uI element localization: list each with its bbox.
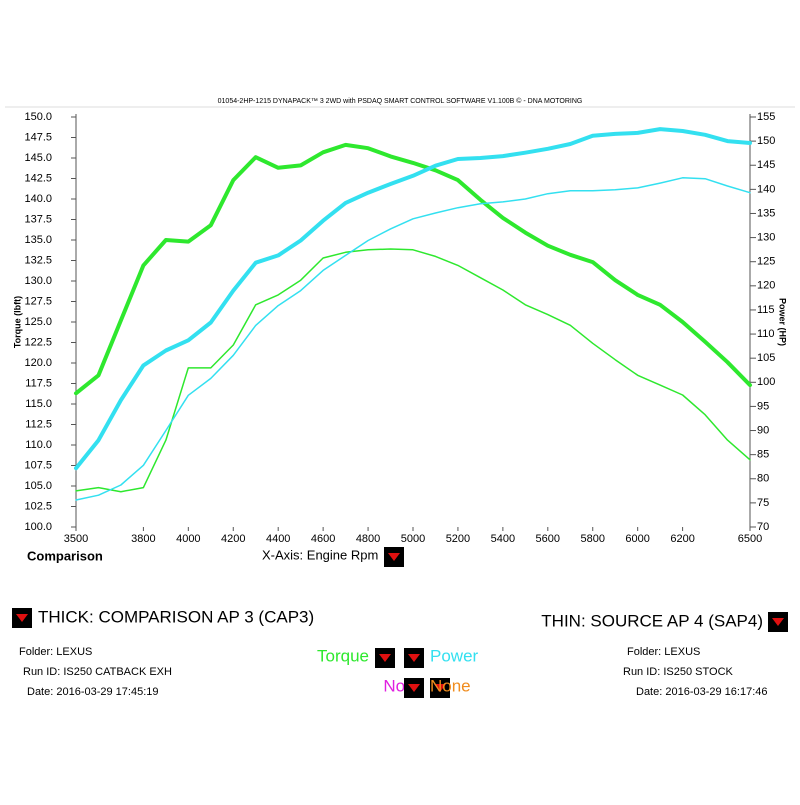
- y-tick-label: 142.5: [24, 172, 52, 184]
- y-tick-label: 100.0: [24, 521, 52, 533]
- dropdown-arrow: [408, 654, 420, 662]
- y-tick-label: 107.5: [24, 459, 52, 471]
- x-tick-label: 5800: [580, 533, 604, 545]
- x-tick-label: 3800: [131, 533, 155, 545]
- series-line: [75, 248, 751, 493]
- right-folder: Folder: LEXUS: [627, 646, 700, 658]
- x-tick-label: 4400: [266, 533, 290, 545]
- selector-label: Torque: [317, 646, 369, 665]
- selector-dropdown[interactable]: [404, 678, 424, 698]
- chart-title: 01054-2HP-1215 DYNAPACK™ 3 2WD with PSDA…: [218, 97, 583, 105]
- y-tick-label: 150.0: [24, 111, 52, 123]
- y-axis-label: Torque (lbft): [12, 296, 22, 348]
- x-tick-label: 4800: [356, 533, 380, 545]
- y-tick-label: 145.0: [24, 152, 52, 164]
- y2-tick-label: 75: [757, 497, 769, 509]
- y2-tick-label: 105: [757, 352, 775, 364]
- x-tick-label: 5000: [401, 533, 425, 545]
- y-tick-label: 137.5: [24, 213, 52, 225]
- x-axis-dropdown[interactable]: [384, 547, 404, 567]
- x-tick-label: 6500: [738, 533, 762, 545]
- x-tick-label: 4600: [311, 533, 335, 545]
- y-tick-label: 135.0: [24, 234, 52, 246]
- x-axis-label: X-Axis: Engine Rpm: [262, 547, 378, 562]
- left-folder: Folder: LEXUS: [19, 646, 92, 658]
- dropdown-arrow: [379, 654, 391, 662]
- corner-label: Comparison: [27, 548, 103, 563]
- y2-tick-label: 95: [757, 400, 769, 412]
- y2-tick-label: 115: [757, 304, 775, 316]
- y-tick-label: 102.5: [24, 500, 52, 512]
- x-tick-label: 5400: [491, 533, 515, 545]
- y2-tick-label: 80: [757, 473, 769, 485]
- selector-label: Power: [430, 646, 479, 665]
- y-tick-label: 115.0: [25, 398, 52, 410]
- y2-tick-label: 85: [757, 449, 769, 461]
- y2-tick-label: 70: [757, 521, 769, 533]
- left-date: Date: 2016-03-29 17:45:19: [27, 686, 159, 698]
- x-tick-label: 6000: [625, 533, 649, 545]
- series-line: [74, 142, 752, 396]
- y2-tick-label: 130: [757, 231, 775, 243]
- y2-tick-label: 120: [757, 280, 775, 292]
- x-tick-label: 5600: [536, 533, 560, 545]
- y2-tick-label: 100: [757, 376, 775, 388]
- y-tick-label: 140.0: [24, 193, 52, 205]
- selector-dropdown[interactable]: [430, 678, 450, 698]
- series-line: [75, 177, 751, 501]
- y2-tick-label: 155: [757, 111, 775, 123]
- y-tick-label: 132.5: [24, 254, 52, 266]
- x-tick-label: 4200: [221, 533, 245, 545]
- dropdown[interactable]: [768, 612, 788, 632]
- y-tick-label: 130.0: [24, 275, 52, 287]
- y2-axis-label: Power (HP): [778, 298, 788, 346]
- y2-tick-label: 140: [757, 183, 775, 195]
- y-tick-label: 125.0: [24, 316, 52, 328]
- y-tick-label: 122.5: [24, 336, 52, 348]
- y2-tick-label: 135: [757, 207, 775, 219]
- y2-tick-label: 125: [757, 256, 775, 268]
- y-tick-label: 127.5: [24, 295, 52, 307]
- x-tick-label: 5200: [446, 533, 470, 545]
- right-date: Date: 2016-03-29 16:17:46: [636, 686, 768, 698]
- y-tick-label: 147.5: [24, 131, 52, 143]
- selector-dropdown[interactable]: [375, 648, 395, 668]
- dropdown-arrow: [408, 684, 420, 692]
- y2-tick-label: 90: [757, 424, 769, 436]
- right-run-id: Run ID: IS250 STOCK: [623, 666, 734, 678]
- dropdown[interactable]: [12, 608, 32, 628]
- selector-dropdown[interactable]: [404, 648, 424, 668]
- x-tick-label: 6200: [670, 533, 694, 545]
- y-tick-label: 117.5: [25, 377, 52, 389]
- y2-tick-label: 110: [757, 328, 775, 340]
- y-tick-label: 110.0: [25, 439, 52, 451]
- selector-label: None: [430, 676, 471, 695]
- y2-tick-label: 145: [757, 159, 775, 171]
- left-run-id: Run ID: IS250 CATBACK EXH: [23, 666, 172, 678]
- x-tick-label: 4000: [176, 533, 200, 545]
- y-tick-label: 120.0: [24, 357, 52, 369]
- dropdown-arrow: [434, 684, 446, 692]
- y2-tick-label: 150: [757, 135, 775, 147]
- right-title: THIN: SOURCE AP 4 (SAP4): [541, 611, 763, 630]
- left-title: THICK: COMPARISON AP 3 (CAP3): [38, 607, 314, 626]
- y-tick-label: 105.0: [24, 480, 52, 492]
- y-tick-label: 112.5: [25, 418, 52, 430]
- series-line: [74, 127, 752, 471]
- panel: THICK: COMPARISON AP 3 (CAP3) Folder: LE…: [12, 607, 788, 698]
- x-tick-label: 3500: [64, 533, 88, 545]
